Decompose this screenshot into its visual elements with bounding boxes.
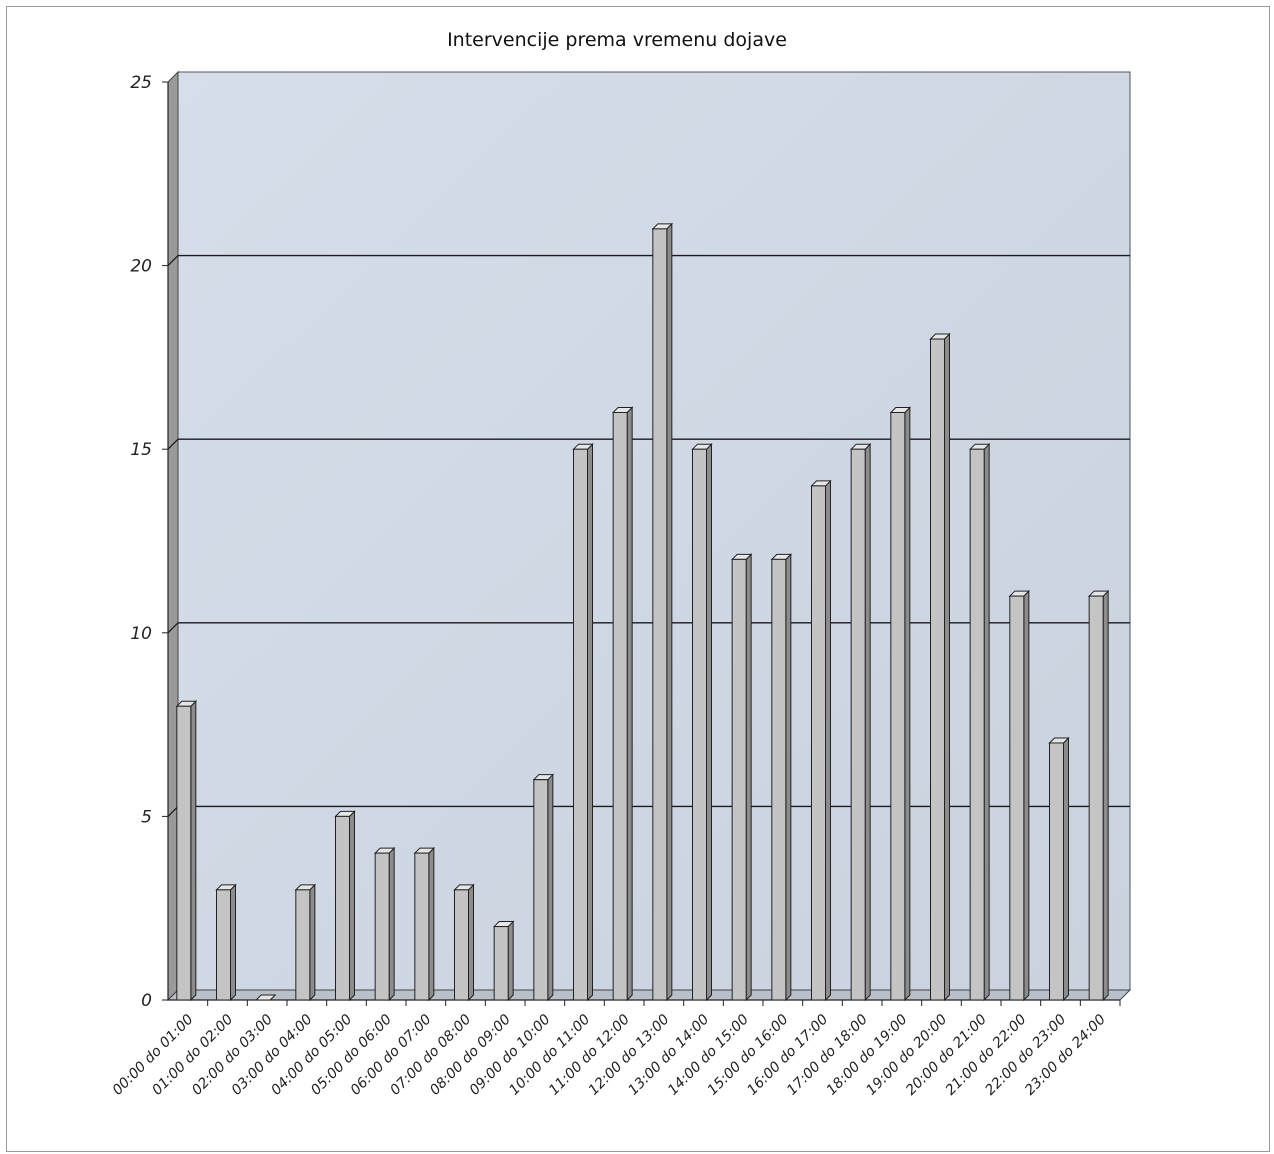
bar [731,558,747,1001]
y-tick-label: 0 [141,991,152,1011]
bar-side [904,406,911,1002]
y-tick-label: 25 [130,73,152,93]
bar-side [864,442,871,1002]
bar-group [492,920,515,1002]
bar [771,558,787,1001]
bar-group [929,332,951,1002]
bar [612,411,628,1001]
bar [811,485,826,1001]
bar-side [745,553,752,1002]
bar [969,448,985,1001]
bar [176,705,192,1001]
gridline-depth [167,438,179,450]
y-tick-label: 10 [130,624,152,644]
y-tick-label: 5 [141,807,152,827]
bar-group [691,442,713,1002]
bar-group [1008,589,1031,1002]
bar-side [626,406,633,1002]
bar-side [468,883,474,1002]
bar [533,779,549,1001]
bar-side [547,773,554,1002]
bar-group [1048,736,1070,1002]
bar [1049,742,1064,1001]
bar-side [1023,589,1030,1002]
bar-group [373,846,396,1002]
gridline-depth [167,255,179,267]
bar [573,448,588,1001]
bar-group [968,442,991,1002]
bar-side [825,479,831,1002]
bar [930,338,945,1001]
bar-side [666,222,673,1002]
bar-side [428,846,435,1002]
bar-group [1087,589,1110,1002]
chart-title: Intervencije prema vremenu dojave [447,29,787,51]
bar [295,889,311,1001]
bar-group [294,883,317,1002]
bar [454,889,469,1001]
bar-side [587,442,593,1002]
bar-side [507,920,514,1002]
bar-side [706,442,712,1002]
bar-side [349,810,355,1002]
bar-group [334,810,356,1002]
bar [1009,595,1025,1001]
y-tick-label: 15 [130,440,152,460]
bar-group [453,883,475,1002]
bar [850,448,866,1001]
bar [890,411,906,1001]
bar-group [889,406,912,1002]
bar-group [770,553,793,1002]
bar-group [810,479,832,1002]
bar-side [944,332,950,1002]
bar [652,228,668,1001]
bar-group [730,553,753,1002]
bar-side [1063,736,1069,1002]
bar [1088,595,1104,1001]
bar-group [175,700,198,1002]
bar-group [572,442,594,1002]
bar-side [983,442,990,1002]
bar-group [651,222,674,1002]
bar-side [785,553,792,1002]
bar [374,852,390,1001]
bar-side [230,883,236,1002]
bar [692,448,707,1001]
bar-side [388,846,395,1002]
bar-top [254,994,277,1001]
bar-side [1102,589,1109,1002]
bar-group [849,442,872,1002]
bar-side [190,700,197,1002]
bar-group [532,773,555,1002]
bar [493,926,509,1001]
bar-group [215,883,237,1002]
bar [414,852,430,1001]
y-tick-label: 20 [130,257,152,277]
bar [335,815,350,1001]
bar-group [611,406,634,1002]
bar-group [413,846,436,1002]
bar [216,889,231,1001]
bar-side [309,883,316,1002]
gridline-depth [167,622,179,634]
bar-group [254,994,277,1001]
